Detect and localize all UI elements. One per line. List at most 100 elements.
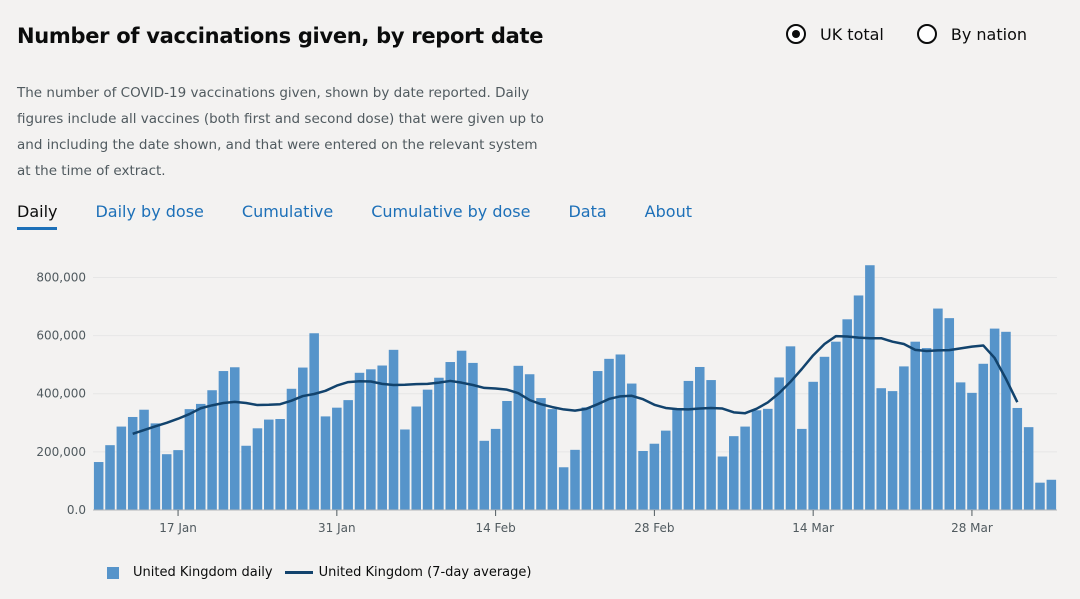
tab-daily-by-dose[interactable]: Daily by dose <box>95 202 204 221</box>
bar <box>842 319 852 510</box>
bar <box>887 391 898 510</box>
legend-line-swatch <box>284 571 313 574</box>
bar <box>626 383 637 510</box>
chart-tabs: Daily Daily by dose Cumulative Cumulative b… <box>17 202 730 230</box>
bar <box>309 333 319 510</box>
x-tick-label: 28 Feb <box>634 521 674 535</box>
bar <box>615 354 626 510</box>
bar <box>445 362 456 510</box>
bar <box>524 374 535 510</box>
bar <box>264 419 274 510</box>
bar <box>706 380 716 510</box>
tab-cumulative[interactable]: Cumulative <box>241 202 334 221</box>
bar <box>411 406 421 510</box>
legend-bar-swatch <box>107 566 119 579</box>
bar <box>989 328 1000 510</box>
bar <box>116 426 127 510</box>
radio-by-nation-label: By nation <box>950 24 1027 44</box>
bar <box>195 403 206 510</box>
tab-cumulative-by-dose[interactable]: Cumulative by dose <box>371 202 531 221</box>
tab-about[interactable]: About <box>644 202 692 221</box>
radio-uk-total-label: UK total <box>820 24 884 44</box>
bar <box>377 365 387 510</box>
vaccinations-chart: 0.0 200,000 400,000 600,000 800,000 17 Jan 31 … <box>36 265 1057 535</box>
bar <box>638 450 648 510</box>
bar <box>1012 407 1023 510</box>
bar <box>93 462 104 510</box>
bar <box>218 371 229 510</box>
bar <box>332 407 342 510</box>
bar <box>105 445 115 510</box>
legend-average-label: United Kingdom (7-day average) <box>318 565 532 580</box>
bar <box>763 408 773 510</box>
bar <box>581 407 592 510</box>
bar <box>434 377 444 510</box>
y-tick-label: 800,000 <box>36 270 86 284</box>
x-tick-label: 14 Mar <box>792 521 834 535</box>
bar <box>400 429 410 510</box>
bar <box>944 318 955 510</box>
tab-data[interactable]: Data <box>568 202 607 221</box>
bar <box>150 423 161 510</box>
bar <box>774 377 784 510</box>
bar <box>354 372 365 510</box>
x-tick-label: 28 Mar <box>951 521 993 535</box>
bar <box>366 369 376 510</box>
bar <box>536 398 546 510</box>
bar <box>592 371 603 510</box>
bar <box>899 366 909 510</box>
bar <box>1035 482 1045 510</box>
bar <box>388 349 399 510</box>
bar <box>570 449 580 510</box>
bar <box>161 454 172 510</box>
chart-legend: United Kingdom daily United Kingdom (7-d… <box>107 565 531 580</box>
bar <box>184 409 195 510</box>
bar <box>921 348 932 510</box>
bar <box>286 388 297 510</box>
bar <box>558 467 569 510</box>
bar <box>252 428 263 510</box>
bar <box>808 381 818 510</box>
bar <box>865 265 875 510</box>
bar <box>490 428 501 510</box>
y-tick-label: 200,000 <box>36 445 86 459</box>
legend-daily-label: United Kingdom daily <box>133 565 273 580</box>
bar <box>910 341 920 510</box>
bar <box>649 443 660 510</box>
bar <box>456 350 467 510</box>
radio-uk-total[interactable]: UK total <box>786 24 884 44</box>
y-tick-label: 600,000 <box>36 329 86 343</box>
bar <box>967 392 977 510</box>
bar <box>604 358 614 510</box>
bar <box>683 380 694 510</box>
bar <box>230 367 240 510</box>
y-tick-label: 0.0 <box>67 503 86 517</box>
bar <box>955 382 966 510</box>
bar <box>1023 427 1034 510</box>
bar <box>422 389 433 510</box>
seven-day-average-line <box>132 334 1019 436</box>
chart-description: The number of COVID-19 vaccinations give… <box>17 85 544 179</box>
bar <box>275 419 285 510</box>
x-tick-label: 31 Jan <box>318 521 356 535</box>
bar <box>933 308 943 510</box>
bar <box>831 341 841 510</box>
bar <box>479 440 490 510</box>
tab-daily[interactable]: Daily <box>17 202 58 230</box>
bar <box>717 456 728 510</box>
radio-unselected-icon[interactable] <box>916 24 937 44</box>
bar <box>785 346 796 510</box>
bar <box>876 388 886 510</box>
radio-by-nation[interactable]: By nation <box>916 24 1027 44</box>
bar <box>468 362 478 510</box>
x-tick-label: 17 Jan <box>159 521 197 535</box>
bar <box>672 409 682 510</box>
bar <box>819 356 830 510</box>
bar <box>729 436 739 510</box>
bar <box>853 295 864 510</box>
radio-selected-icon[interactable] <box>786 24 806 44</box>
view-radio-group: UK total By nation <box>786 24 1060 44</box>
bar <box>241 445 251 510</box>
bar <box>173 450 183 510</box>
bar <box>320 416 331 510</box>
